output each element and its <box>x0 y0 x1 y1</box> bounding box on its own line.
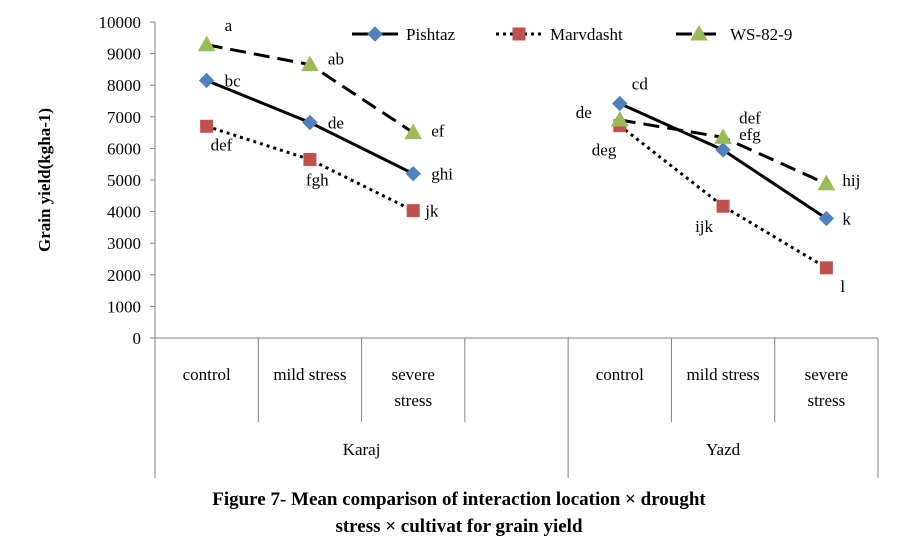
x-tick-label: control <box>183 365 231 384</box>
y-axis-title: Grain yield(kgha-1) <box>35 108 54 252</box>
data-point <box>612 95 628 112</box>
y-tick-label: 5000 <box>107 171 141 190</box>
caption-line-2: stress × cultivat for grain yield <box>335 516 583 537</box>
y-tick-label: 8000 <box>107 76 141 95</box>
data-label: k <box>842 210 851 229</box>
data-label: ab <box>328 50 344 69</box>
data-label: hij <box>842 171 860 190</box>
x-group-label: Karaj <box>343 440 381 459</box>
x-group-label: Yazd <box>706 440 741 459</box>
data-label: ijk <box>695 217 713 236</box>
legend-label: Marvdasht <box>550 25 623 44</box>
data-label: de <box>328 113 344 132</box>
legend-marker <box>690 24 708 41</box>
x-tick-label: stress <box>394 391 432 410</box>
data-point <box>302 114 318 131</box>
data-label: jk <box>424 202 439 221</box>
y-tick-label: 3000 <box>107 234 141 253</box>
x-tick-label: severe <box>392 365 435 384</box>
data-point <box>404 123 423 140</box>
caption-line-1: Figure 7- Mean comparison of interaction… <box>212 489 706 510</box>
plot-area: bc de ghi cd efg k def fgh jk deg ijk l a ab ef de def hi… <box>197 16 860 296</box>
data-point <box>301 55 319 72</box>
data-point <box>715 142 731 158</box>
data-label: bc <box>225 71 242 90</box>
x-tick-label: mild stress <box>273 365 346 384</box>
data-point <box>406 204 420 218</box>
data-label: cd <box>632 75 649 94</box>
data-point <box>405 165 421 182</box>
data-label: fgh <box>306 170 329 189</box>
series-line <box>206 124 414 212</box>
x-tick-label: control <box>596 365 644 384</box>
legend: Pishtaz Marvdasht WS-82-9 <box>352 24 792 44</box>
data-point <box>198 72 215 89</box>
x-tick-label: severe <box>805 365 848 384</box>
data-label: l <box>840 277 845 296</box>
data-label: def <box>739 108 761 127</box>
y-tick-label: 0 <box>133 329 142 348</box>
figure-caption: Figure 7- Mean comparison of interaction… <box>0 486 918 540</box>
data-label: de <box>576 103 592 122</box>
data-label: efg <box>739 125 761 144</box>
y-tick-label: 1000 <box>107 297 141 316</box>
y-tick-label: 2000 <box>107 266 141 285</box>
data-point <box>303 152 317 166</box>
series-line <box>618 124 828 270</box>
x-tick-label: mild stress <box>686 365 759 384</box>
axes: 0 1000 2000 3000 4000 5000 6000 7000 8000 9000 100… <box>35 13 879 478</box>
data-label: def <box>211 135 233 154</box>
legend-label: WS-82-9 <box>730 25 792 44</box>
legend-marker <box>367 26 383 42</box>
y-tick-label: 6000 <box>107 139 141 158</box>
data-point <box>818 210 835 227</box>
data-point <box>610 110 629 127</box>
x-tick-label: stress <box>807 391 845 410</box>
y-tick-label: 10000 <box>99 13 142 32</box>
data-label: ef <box>431 122 445 141</box>
data-point <box>714 128 732 144</box>
data-label: a <box>225 16 233 35</box>
data-label: deg <box>592 141 617 160</box>
data-point <box>819 261 833 275</box>
data-point <box>716 199 730 213</box>
y-tick-label: 7000 <box>107 108 141 127</box>
data-point <box>817 174 836 191</box>
y-tick-label: 4000 <box>107 203 141 222</box>
data-point <box>200 119 214 133</box>
y-tick-label: 9000 <box>107 45 141 64</box>
data-label: ghi <box>431 165 453 184</box>
legend-marker <box>512 27 526 41</box>
legend-label: Pishtaz <box>406 25 456 44</box>
data-point <box>197 35 216 52</box>
